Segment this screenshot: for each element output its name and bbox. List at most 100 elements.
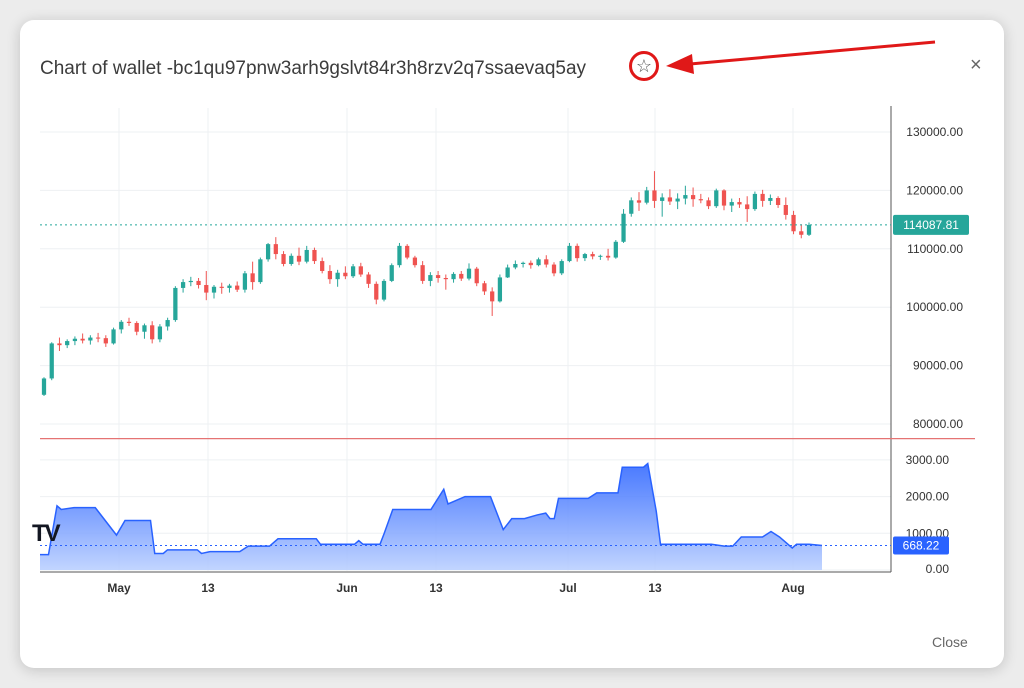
candle-body [219,286,224,288]
candle-body [389,265,394,281]
candle-body [459,273,464,279]
candle-body [721,190,727,206]
price-tick-label: 90000.00 [913,359,963,373]
time-tick-label: May [107,581,131,595]
candle-body [57,343,62,346]
candle-body [150,325,155,340]
candle-body [397,245,402,266]
candle-body [544,259,549,265]
candle-body [505,267,510,278]
candle-body [235,285,240,290]
candle-body [412,257,418,266]
favorite-star-button[interactable]: ☆ [629,51,659,81]
close-icon[interactable]: × [970,54,982,76]
candle-body [567,245,572,262]
candle-body [196,280,201,286]
candle-body [204,285,209,293]
candle-body [775,197,781,205]
candle-body [613,241,618,258]
volume-tick-label: 0.00 [926,562,950,576]
candle-body [806,224,812,235]
candle-body [188,280,193,283]
candle-body [629,200,634,214]
candle-body [289,255,294,264]
candle-body [350,266,356,277]
candle-body [513,263,518,268]
candle-body [575,245,580,259]
time-tick-label: Aug [781,581,804,595]
candle-body [667,197,673,202]
candle-body [660,197,665,201]
volume-tick-label: 2000.00 [906,490,950,504]
candle-body [165,320,170,327]
candle-body [791,214,796,232]
candle-body [134,322,139,332]
candle-body [605,255,611,258]
time-tick-label: 13 [648,581,662,595]
candle-body [343,272,348,277]
candle-body [760,193,765,201]
candle-body [799,231,804,235]
candle-body [126,321,132,323]
dialog-title: Chart of wallet -bc1qu97pnw3arh9gslvt84r… [40,58,587,79]
candle-body [474,268,479,284]
candle-body [729,202,734,206]
candle-body [173,287,178,321]
candle-body [304,249,309,262]
candle-body [652,190,657,201]
candle-body [65,341,70,346]
candle-body [536,259,541,266]
candle-body [428,275,433,281]
candle-body [737,202,742,205]
candle-body [598,255,603,257]
candle-body [281,254,286,264]
time-tick-label: 13 [201,581,215,595]
tradingview-logo: TV [32,520,61,547]
candle-body [335,272,340,280]
candle-body [119,321,124,330]
candle-body [157,326,163,340]
candle-body [366,274,371,284]
candle-body [451,273,456,280]
candle-body [420,265,425,281]
close-button[interactable]: Close [932,634,968,650]
candle-body [180,282,186,288]
time-tick-label: Jun [336,581,357,595]
annotation-arrow-line [689,40,936,66]
candle-body [312,249,317,262]
candle-body [466,268,472,279]
time-tick-label: 13 [429,581,443,595]
last-price-badge [893,214,969,235]
candle-body [320,261,325,271]
candle-body [482,283,487,292]
candle-body [142,325,147,332]
candle-body [111,329,116,344]
candle-body [227,285,232,288]
price-tick-label: 100000.00 [906,300,963,314]
candle-body [559,261,564,274]
candle-body [435,275,441,278]
candle-body [49,343,54,379]
candle-body [698,199,703,201]
candle-body [374,283,379,300]
candle-body [490,291,495,302]
candle-body [381,280,387,300]
candle-body [745,204,750,210]
candle-body [72,338,78,342]
candle-body [103,338,108,344]
candle-body [296,255,302,262]
candle-body [265,244,271,260]
candle-body [621,213,626,242]
candle-body [520,262,526,264]
candle-body [88,337,93,341]
candle-body [590,254,595,257]
candle-body [95,337,101,339]
star-icon: ☆ [635,56,653,76]
candle-body [327,270,333,280]
candle-body [706,200,711,207]
price-tick-label: 80000.00 [913,417,963,431]
annotation-arrow-head [666,54,694,74]
candle-body [528,262,533,266]
candle-body [690,195,696,200]
